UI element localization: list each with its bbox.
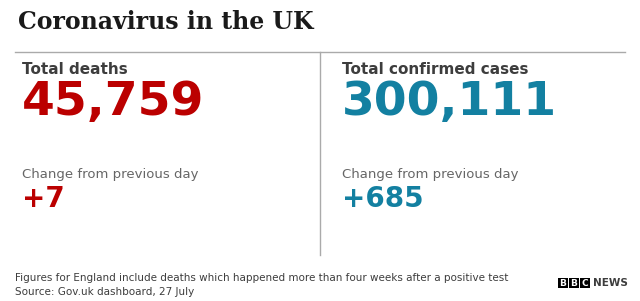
Text: B: B bbox=[559, 278, 566, 287]
Text: Total deaths: Total deaths bbox=[22, 62, 128, 77]
Text: B: B bbox=[571, 278, 577, 287]
Bar bbox=[558, 278, 568, 288]
Text: Source: Gov.uk dashboard, 27 July: Source: Gov.uk dashboard, 27 July bbox=[15, 287, 195, 297]
Text: Change from previous day: Change from previous day bbox=[342, 168, 518, 181]
Bar bbox=[569, 278, 579, 288]
Text: Total confirmed cases: Total confirmed cases bbox=[342, 62, 529, 77]
Text: 300,111: 300,111 bbox=[342, 80, 557, 125]
Text: NEWS: NEWS bbox=[593, 278, 628, 288]
Text: Change from previous day: Change from previous day bbox=[22, 168, 198, 181]
Text: +685: +685 bbox=[342, 185, 424, 213]
Text: Figures for England include deaths which happened more than four weeks after a p: Figures for England include deaths which… bbox=[15, 273, 508, 283]
Text: +7: +7 bbox=[22, 185, 65, 213]
Text: Coronavirus in the UK: Coronavirus in the UK bbox=[18, 10, 314, 34]
Text: 45,759: 45,759 bbox=[22, 80, 204, 125]
Bar bbox=[580, 278, 590, 288]
Text: C: C bbox=[582, 278, 588, 287]
